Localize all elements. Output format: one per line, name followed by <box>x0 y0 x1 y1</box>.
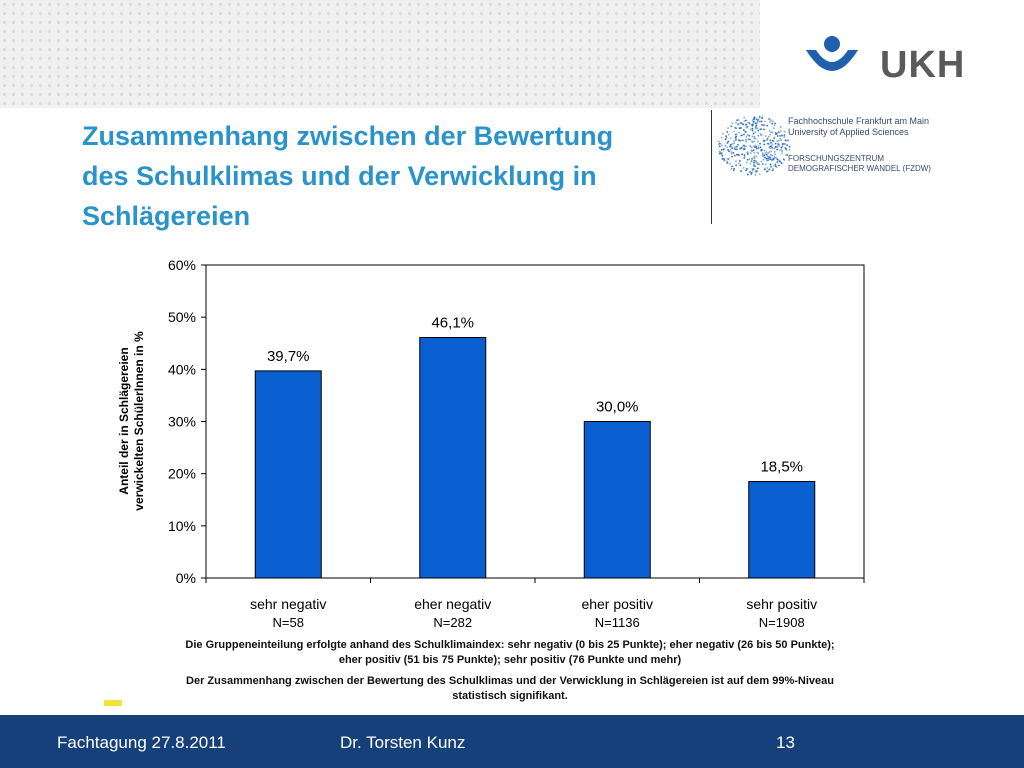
caption-line: statistisch signifikant. <box>452 690 568 702</box>
y-axis-label-line: verwickelten SchülerInnen in % <box>132 331 146 511</box>
y-tick-label: 20% <box>168 466 196 482</box>
x-axis-labels: sehr negativ N=58 eher negativ N=282 eher po… <box>205 578 865 630</box>
y-tick-label: 60% <box>168 257 196 273</box>
y-tick-label: 10% <box>168 518 196 534</box>
bar-value-label: 46,1% <box>431 315 474 332</box>
ukh-logo-text: UKH <box>880 44 966 86</box>
slide-title-line: des Schulklimas und der Verwicklung in <box>82 161 597 191</box>
header-pattern <box>0 0 760 108</box>
bar <box>583 421 651 579</box>
x-sample-size-label: N=1908 <box>759 615 805 630</box>
slide-title-line: Zusammenhang zwischen der Bewertung <box>82 121 614 151</box>
footer-bar: Fachtagung 27.8.2011 Dr. Torsten Kunz 13 <box>0 715 1024 768</box>
footer-event: Fachtagung 27.8.2011 <box>57 733 226 752</box>
footer-page-number: 13 <box>776 733 795 752</box>
bar-value-label: 39,7% <box>267 348 310 365</box>
bar-value-label: 30,0% <box>596 399 639 416</box>
x-category-label: eher positiv <box>581 596 653 612</box>
y-tick-label: 40% <box>168 361 196 377</box>
y-axis-label: Anteil der in Schlägereien verwickelten … <box>117 331 146 511</box>
x-category-label: eher negativ <box>414 596 491 612</box>
caption-line: Die Gruppeneinteilung erfolgte anhand de… <box>185 639 835 651</box>
slide-title: Zusammenhang zwischen der Bewertung des … <box>82 116 702 236</box>
header-divider <box>711 110 712 224</box>
y-axis: 0% 10% 20% 30% 40% 50% 60% <box>168 257 206 586</box>
bar-chart: 0% 10% 20% 30% 40% 50% 60% 39,7% 46,1% 30,0% 18,5… <box>117 257 865 630</box>
caption-line: eher positiv (51 bis 75 Punkte); sehr po… <box>338 654 682 666</box>
institution-line-1: Fachhochschule Frankfurt am Main <box>788 116 930 126</box>
institution-line-4: DEMOGRAFISCHER WANDEL (FZDW) <box>788 164 931 173</box>
footer-author: Dr. Torsten Kunz <box>340 733 466 752</box>
y-tick-label: 30% <box>168 414 196 430</box>
institution-line-3: FORSCHUNGSZENTRUM <box>788 154 884 163</box>
caption-grouping: Die Gruppeneinteilung erfolgte anhand de… <box>120 638 900 668</box>
ukh-logo-icon <box>806 36 858 71</box>
y-tick-label: 50% <box>168 309 196 325</box>
yellow-marker <box>104 700 122 706</box>
caption-line: Der Zusammenhang zwischen der Bewertung … <box>186 675 834 687</box>
x-sample-size-label: N=58 <box>273 615 304 630</box>
caption-significance: Der Zusammenhang zwischen der Bewertung … <box>120 674 900 704</box>
x-sample-size-label: N=282 <box>433 615 472 630</box>
bar-value-label: 18,5% <box>760 458 803 475</box>
x-sample-size-label: N=1136 <box>595 615 640 630</box>
y-axis-label-line: Anteil der in Schlägereien <box>117 347 131 494</box>
bar <box>419 337 487 579</box>
bars: 39,7% 46,1% 30,0% 18,5% <box>254 315 816 579</box>
y-tick-label: 0% <box>176 570 196 586</box>
bar <box>748 480 816 579</box>
slide-title-line: Schlägereien <box>82 201 251 231</box>
x-category-label: sehr positiv <box>746 596 817 612</box>
bar <box>254 370 322 579</box>
x-category-label: sehr negativ <box>250 596 326 612</box>
fh-network-logo-icon <box>718 115 791 176</box>
institution-line-2: University of Applied Sciences <box>788 127 909 137</box>
